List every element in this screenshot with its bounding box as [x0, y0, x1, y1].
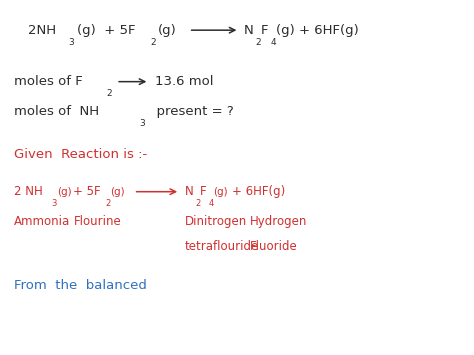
Text: 3: 3 [69, 38, 74, 47]
Text: (g)  + 5F: (g) + 5F [77, 24, 136, 37]
Text: (g): (g) [213, 187, 228, 197]
Text: 2: 2 [107, 89, 112, 98]
Text: 2: 2 [105, 199, 110, 208]
Text: 4: 4 [209, 199, 214, 208]
Text: moles of F: moles of F [14, 75, 83, 88]
Text: F: F [261, 24, 268, 37]
Text: (g) + 6HF(g): (g) + 6HF(g) [276, 24, 359, 37]
Text: + 5F: + 5F [73, 185, 101, 198]
Text: 13.6 mol: 13.6 mol [155, 75, 214, 88]
Text: (g): (g) [158, 24, 177, 37]
Text: Dinitrogen: Dinitrogen [185, 215, 247, 228]
Text: (g): (g) [57, 187, 72, 197]
Text: 3: 3 [51, 199, 56, 208]
Text: Hydrogen: Hydrogen [250, 215, 308, 228]
Text: 2: 2 [151, 38, 156, 47]
Text: F: F [200, 185, 206, 198]
Text: 2: 2 [195, 199, 201, 208]
Text: Flourine: Flourine [73, 215, 121, 228]
Text: 2: 2 [255, 38, 261, 47]
Text: 3: 3 [139, 119, 145, 128]
Text: Fluoride: Fluoride [250, 240, 298, 253]
Text: Given  Reaction is :-: Given Reaction is :- [14, 148, 147, 161]
Text: 2NH: 2NH [28, 24, 56, 37]
Text: From  the  balanced: From the balanced [14, 279, 147, 292]
Text: tetraflouride: tetraflouride [185, 240, 259, 253]
Text: 2 NH: 2 NH [14, 185, 43, 198]
Text: moles of  NH: moles of NH [14, 105, 100, 118]
Text: N: N [244, 24, 254, 37]
Text: Ammonia: Ammonia [14, 215, 71, 228]
Text: N: N [185, 185, 193, 198]
Text: + 6HF(g): + 6HF(g) [232, 185, 285, 198]
Text: present = ?: present = ? [148, 105, 234, 118]
Text: (g): (g) [110, 187, 125, 197]
Text: 4: 4 [270, 38, 276, 47]
